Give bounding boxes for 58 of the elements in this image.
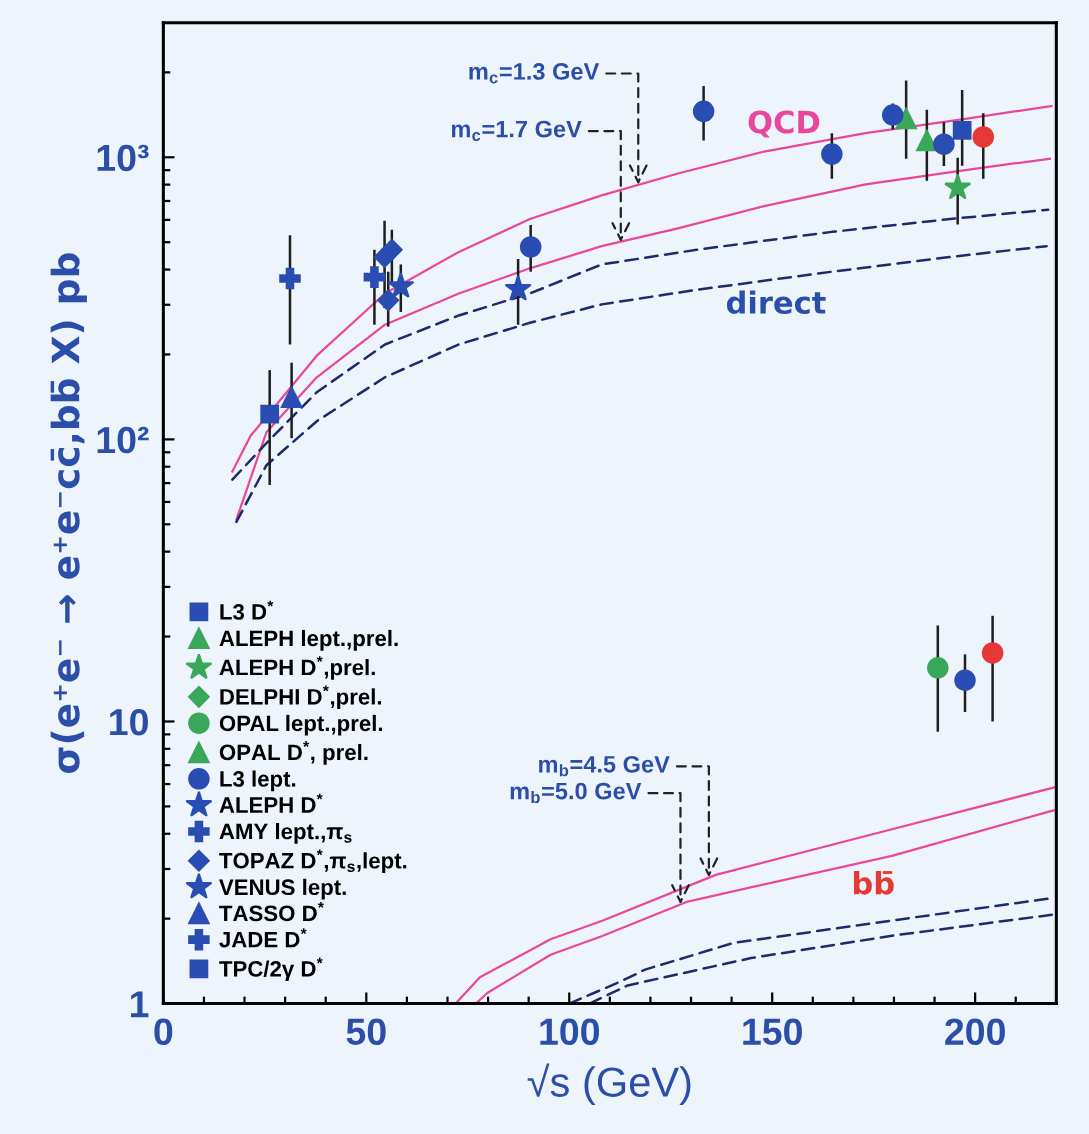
line-series xyxy=(231,208,1050,481)
point xyxy=(279,267,301,290)
x-tick-label: 200 xyxy=(945,1018,1005,1046)
y-tick-label: 1 xyxy=(130,991,149,1018)
x-axis-title: √s (GeV) xyxy=(527,1063,691,1106)
y-tick-label: 10³ xyxy=(97,144,149,172)
annotation: m$_{b}$=4.5 GeV xyxy=(539,755,670,777)
legend-label: ALEPH D$^{*}$ xyxy=(219,793,323,813)
x-tick-label: 100 xyxy=(540,1018,599,1046)
point xyxy=(981,642,1004,664)
point xyxy=(881,104,904,126)
point xyxy=(387,272,415,298)
point xyxy=(377,289,400,312)
point xyxy=(519,236,542,258)
legend-label: TPC/2γ D$^{*}$ xyxy=(219,957,323,982)
legend-label: L3 lept. xyxy=(220,770,296,792)
point xyxy=(916,129,938,152)
y-tick-label: 10 xyxy=(110,708,148,736)
legend-label: VENUS lept. xyxy=(219,878,346,900)
legend-label: OPAL lept.,prel. xyxy=(219,714,383,736)
point xyxy=(952,120,972,140)
legend-label: DELPHI D$^{*}$,prel. xyxy=(220,685,382,710)
line-series xyxy=(235,157,1051,521)
annotation: m$_{b}$=5.0 GeV xyxy=(510,782,642,804)
point xyxy=(972,126,995,148)
x-tick-label: 50 xyxy=(346,1018,386,1046)
point xyxy=(895,107,917,130)
point xyxy=(944,173,972,200)
annotation: direct xyxy=(726,290,826,315)
point xyxy=(363,266,386,288)
x-tick-label: 0 xyxy=(154,1018,173,1046)
point xyxy=(260,404,280,424)
legend-label: ALEPH D$^{*}$,prel. xyxy=(219,656,375,680)
annotation: QCD xyxy=(748,110,820,138)
point xyxy=(933,133,955,155)
legend-label: L3 D$^{*}$ xyxy=(220,600,274,620)
annotation: m$_{c}$=1.7 GeV xyxy=(451,120,582,142)
point xyxy=(954,669,976,692)
y-tick-label: 10² xyxy=(97,426,149,454)
point xyxy=(280,386,303,409)
annotation: bb̄ xyxy=(853,871,894,895)
point xyxy=(821,143,843,165)
point xyxy=(927,657,949,679)
legend-label: JADE D$^{*}$ xyxy=(219,928,307,948)
line-series xyxy=(231,104,1053,473)
legend-label: AMY lept.,π$_{s}$ xyxy=(219,823,352,844)
line-series xyxy=(588,913,1056,1004)
legend-label: ALEPH lept.,prel. xyxy=(219,629,398,651)
annotation: m$_{c}$=1.3 GeV xyxy=(469,63,600,84)
legend-label: TOPAZ D$^{*}$,π$_{s}$,lept. xyxy=(219,849,407,873)
point xyxy=(504,274,532,301)
legend-label: OPAL D$^{*}$, prel. xyxy=(219,741,368,765)
legend-label: TASSO D$^{*}$ xyxy=(219,902,324,922)
y-axis-title: σ(e⁺e⁻ → e⁺e⁻cc̄,bb̄ X) pb xyxy=(50,253,87,774)
x-tick-label: 150 xyxy=(743,1018,802,1046)
point xyxy=(692,100,715,123)
line-series xyxy=(235,244,1048,524)
point xyxy=(381,238,403,261)
